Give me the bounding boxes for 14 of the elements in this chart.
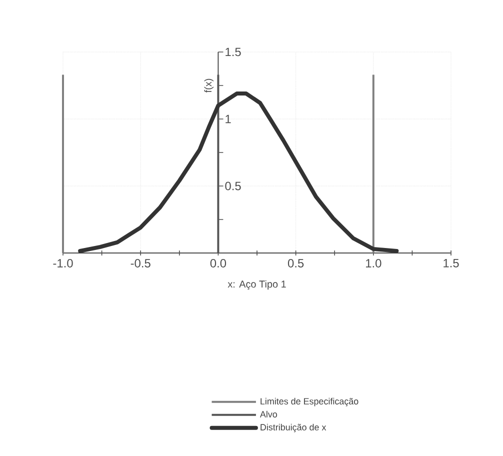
x-tick-label: -0.5 <box>130 259 150 268</box>
y-tick-label: 1 <box>226 114 231 124</box>
x-axis-title: x: Aço Tipo 1 <box>228 280 286 290</box>
x-tick-label: 1.0 <box>366 259 382 268</box>
x-tick-label: 0.0 <box>210 259 226 268</box>
legend-label: Alvo <box>260 410 278 418</box>
x-tick-label: 1.5 <box>444 259 459 268</box>
y-tick-label: 0.5 <box>225 182 241 190</box>
x-tick-label: -1.0 <box>53 259 73 268</box>
y-axis-title: f(x) <box>204 78 214 93</box>
x-tick-label: 0.5 <box>288 259 304 268</box>
y-tick-label: 1.5 <box>226 48 241 56</box>
legend-label: Distribuição de x <box>260 424 326 432</box>
legend-label: Limites de Especificação <box>260 398 358 406</box>
